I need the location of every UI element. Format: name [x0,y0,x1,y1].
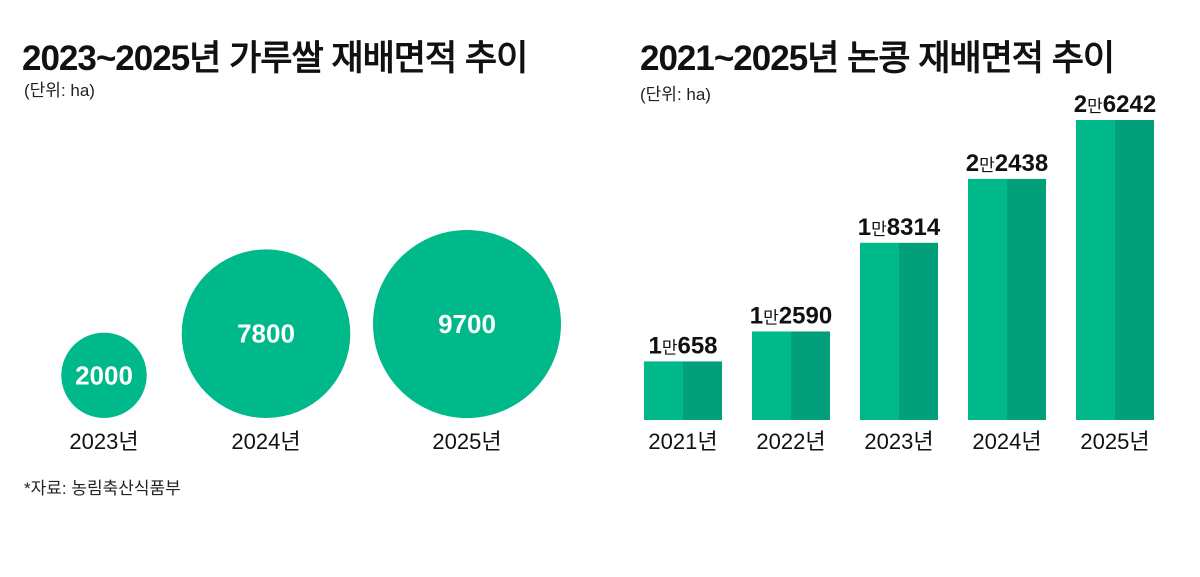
bar-2-right [899,242,938,420]
bar-value-label-1: 1만2590 [750,302,832,329]
bar-value-label-0: 1만658 [648,332,717,359]
bar-year-label-1: 2022년 [756,429,825,454]
bubble-value-label-1: 7800 [237,319,295,349]
bar-3-left [968,178,1007,420]
rice-chart-unit: (단위: ha) [24,81,95,100]
source-footnote: *자료: 농림축산식품부 [24,479,181,498]
bubble-year-label-0: 2023년 [69,429,138,454]
soy-chart-title: 2021~2025년 논콩 재배면적 추이 [640,39,1115,78]
bar-year-label-0: 2021년 [648,429,717,454]
bar-3-right [1007,178,1046,420]
bubble-value-label-2: 9700 [438,309,496,339]
bubble-2 [373,230,561,418]
bar-2-left [860,242,899,420]
bar-4-right [1115,120,1154,420]
bubble-0 [61,332,147,418]
bubble-year-label-2: 2025년 [432,429,501,454]
bubble-year-label-1: 2024년 [231,429,300,454]
bubble-1 [181,249,351,418]
bar-value-label-2: 1만8314 [858,214,941,241]
bubble-value-label-0: 2000 [75,360,133,390]
bar-0-right [683,361,722,420]
bar-0-left [644,361,683,420]
soy-chart-unit: (단위: ha) [640,85,711,104]
bar-value-label-4: 2만6242 [1074,91,1156,118]
bar-1-right [791,331,830,420]
bar-value-label-3: 2만2438 [966,150,1048,177]
bar-year-label-4: 2025년 [1080,429,1149,454]
rice-chart-title: 2023~2025년 가루쌀 재배면적 추이 [22,39,528,78]
bar-4-left [1076,120,1115,420]
bar-year-label-3: 2024년 [972,429,1041,454]
bar-year-label-2: 2023년 [864,429,933,454]
bar-1-left [752,331,791,420]
